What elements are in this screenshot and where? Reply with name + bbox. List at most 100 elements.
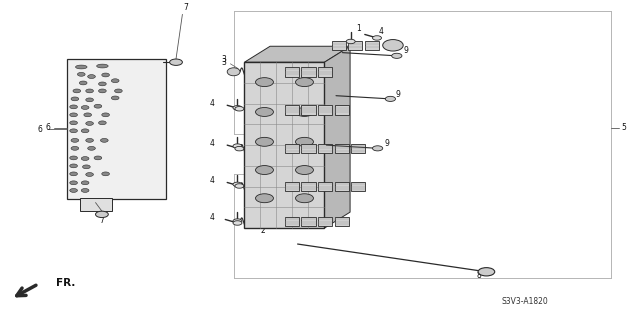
- Circle shape: [70, 105, 77, 109]
- Circle shape: [296, 166, 314, 174]
- Circle shape: [86, 173, 93, 176]
- Text: FR.: FR.: [56, 278, 76, 288]
- Circle shape: [346, 39, 355, 44]
- Circle shape: [170, 59, 182, 65]
- Circle shape: [233, 182, 242, 187]
- Circle shape: [99, 82, 106, 86]
- Ellipse shape: [97, 64, 108, 68]
- Text: 9: 9: [385, 139, 390, 148]
- Text: 4: 4: [210, 139, 215, 148]
- Bar: [351, 182, 365, 191]
- Bar: [332, 41, 346, 50]
- Text: 9: 9: [396, 90, 401, 99]
- Circle shape: [255, 166, 273, 174]
- Circle shape: [372, 146, 383, 151]
- Text: 1: 1: [356, 24, 361, 33]
- Circle shape: [81, 129, 89, 133]
- Circle shape: [81, 181, 89, 185]
- Circle shape: [235, 146, 244, 151]
- Circle shape: [255, 78, 273, 86]
- Text: 1: 1: [244, 167, 250, 176]
- Circle shape: [233, 221, 242, 225]
- Polygon shape: [324, 46, 350, 228]
- Circle shape: [255, 194, 273, 203]
- Ellipse shape: [227, 68, 240, 76]
- Bar: [285, 182, 299, 191]
- Text: 1: 1: [244, 91, 250, 100]
- Circle shape: [111, 79, 119, 83]
- Circle shape: [70, 129, 77, 133]
- Bar: [285, 144, 299, 153]
- Bar: [301, 217, 316, 226]
- Bar: [318, 217, 332, 226]
- Circle shape: [296, 108, 314, 116]
- Text: 8: 8: [476, 271, 481, 280]
- Circle shape: [71, 97, 79, 101]
- Bar: [301, 105, 316, 115]
- Text: 4: 4: [210, 99, 215, 108]
- Bar: [80, 198, 112, 211]
- Bar: [335, 182, 349, 191]
- Circle shape: [255, 108, 273, 116]
- Text: 3: 3: [221, 56, 227, 64]
- Circle shape: [70, 121, 77, 125]
- Bar: [285, 105, 299, 115]
- Circle shape: [83, 165, 90, 169]
- Circle shape: [86, 89, 93, 93]
- Circle shape: [235, 184, 244, 188]
- Bar: [335, 217, 349, 226]
- Text: 6: 6: [45, 123, 51, 132]
- Bar: [318, 144, 332, 153]
- Text: 7: 7: [183, 4, 188, 12]
- Polygon shape: [244, 46, 350, 62]
- Text: 2: 2: [260, 226, 265, 235]
- Circle shape: [102, 172, 109, 176]
- Circle shape: [70, 189, 77, 192]
- Circle shape: [99, 121, 106, 125]
- Bar: [301, 67, 316, 77]
- Circle shape: [73, 89, 81, 93]
- Circle shape: [296, 78, 314, 86]
- Circle shape: [233, 219, 242, 223]
- Circle shape: [296, 137, 314, 146]
- Bar: [318, 67, 332, 77]
- Text: 1: 1: [244, 204, 250, 213]
- Bar: [301, 182, 316, 191]
- Bar: [67, 59, 166, 199]
- Text: 3: 3: [221, 58, 227, 67]
- Circle shape: [296, 194, 314, 203]
- Bar: [301, 144, 316, 153]
- Text: 9: 9: [404, 46, 409, 55]
- Circle shape: [94, 104, 102, 108]
- Circle shape: [79, 81, 87, 85]
- Circle shape: [115, 89, 122, 93]
- Text: S3V3-A1820: S3V3-A1820: [501, 297, 548, 306]
- Circle shape: [235, 107, 244, 111]
- Text: 1: 1: [244, 129, 250, 138]
- Text: 4: 4: [210, 176, 215, 185]
- Circle shape: [111, 96, 119, 100]
- Ellipse shape: [76, 65, 87, 69]
- Circle shape: [255, 137, 273, 146]
- Circle shape: [102, 113, 109, 117]
- Circle shape: [81, 106, 89, 109]
- Circle shape: [77, 72, 85, 76]
- Circle shape: [94, 156, 102, 160]
- Circle shape: [88, 146, 95, 150]
- Circle shape: [392, 53, 402, 58]
- Bar: [351, 144, 365, 153]
- Circle shape: [88, 75, 95, 78]
- Bar: [335, 144, 349, 153]
- Circle shape: [81, 189, 89, 192]
- Bar: [285, 67, 299, 77]
- Text: 4: 4: [378, 27, 383, 36]
- Ellipse shape: [383, 40, 403, 51]
- Text: 6: 6: [37, 125, 42, 134]
- Circle shape: [95, 211, 108, 218]
- Circle shape: [86, 98, 93, 102]
- Circle shape: [86, 138, 93, 142]
- Circle shape: [99, 89, 106, 93]
- Circle shape: [70, 156, 77, 160]
- Circle shape: [70, 113, 77, 117]
- Text: 7: 7: [99, 216, 104, 225]
